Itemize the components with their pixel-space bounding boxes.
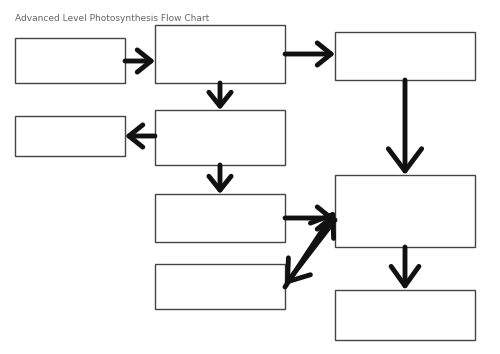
Bar — [155, 194, 285, 242]
Bar — [155, 110, 285, 165]
Bar — [335, 290, 475, 340]
Bar — [15, 38, 125, 83]
Text: Advanced Level Photosynthesis Flow Chart: Advanced Level Photosynthesis Flow Chart — [15, 14, 209, 23]
Bar — [155, 264, 285, 309]
Bar — [335, 175, 475, 247]
Bar — [155, 25, 285, 83]
Bar — [15, 116, 125, 156]
Bar — [335, 32, 475, 80]
